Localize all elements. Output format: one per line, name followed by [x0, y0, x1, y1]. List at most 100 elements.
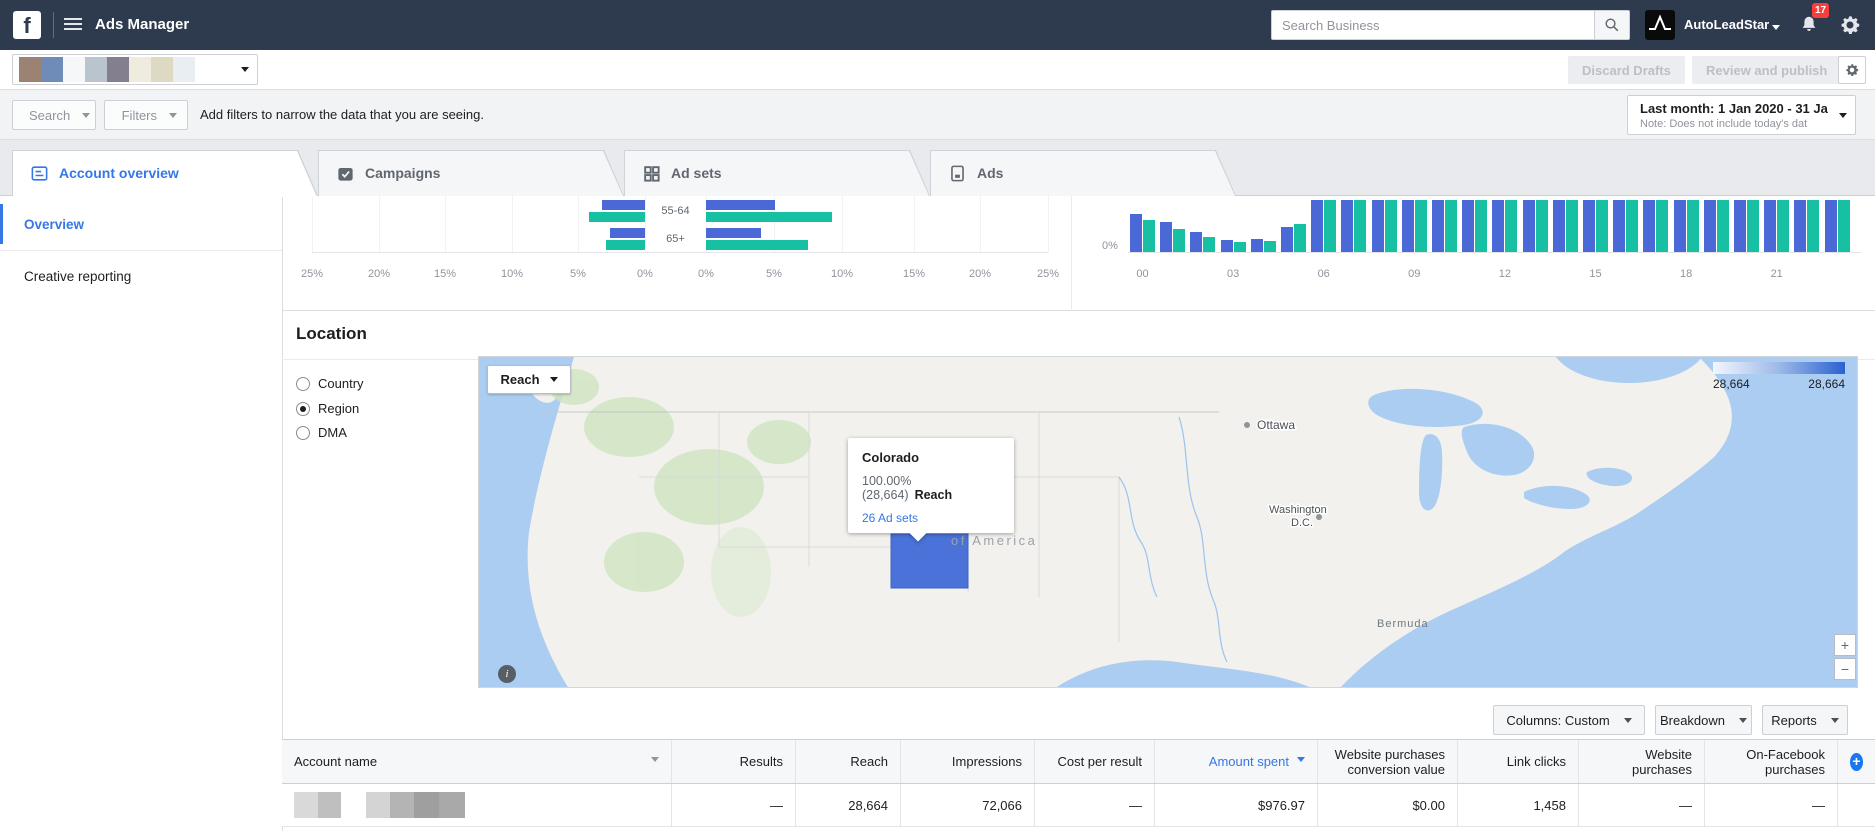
account-overview-icon — [31, 165, 48, 181]
map-region-colorado[interactable] — [890, 533, 969, 589]
chart-gridline — [578, 196, 579, 252]
tab-bar: Account overview Campaigns — [0, 140, 1875, 196]
radio-dma[interactable]: DMA — [296, 425, 347, 440]
x-axis-tick-label: 20% — [968, 268, 992, 280]
column-header-amount_spent[interactable]: Amount spent — [1155, 740, 1318, 783]
location-map[interactable]: of America Ottawa Washington D.C. Bermud… — [478, 356, 1858, 688]
map-info-icon[interactable]: i — [498, 665, 516, 683]
filters-button[interactable]: Filters — [104, 100, 188, 130]
sidebar-item-creative-reporting[interactable]: Creative reporting — [24, 268, 132, 284]
facebook-logo-icon[interactable]: f — [13, 11, 41, 39]
column-header-results[interactable]: Results — [672, 740, 796, 783]
bar-left-blue — [610, 228, 645, 238]
bar-hour-teal — [1747, 199, 1759, 252]
bar-hour-teal — [1263, 240, 1276, 252]
map-zoom-out-button[interactable]: − — [1834, 658, 1856, 680]
column-header-cost_per_result[interactable]: Cost per result — [1035, 740, 1155, 783]
map-city-dot-washington — [1316, 514, 1322, 520]
cell-website_purchases: — — [1579, 784, 1705, 826]
bar-hour-teal — [1656, 199, 1669, 252]
ads-icon — [951, 165, 964, 181]
x-axis-tick-label: 21 — [1770, 268, 1783, 280]
sidebar-item-overview[interactable]: Overview — [0, 204, 282, 244]
discard-drafts-button[interactable]: Discard Drafts — [1568, 56, 1685, 84]
reports-button[interactable]: Reports — [1762, 705, 1848, 735]
hamburger-menu-icon[interactable] — [64, 18, 82, 32]
bar-hour-blue — [1462, 199, 1475, 252]
column-header-account_name[interactable]: Account name — [282, 740, 672, 783]
columns-button[interactable]: Columns: Custom — [1493, 705, 1645, 735]
cell-link_clicks: 1,458 — [1458, 784, 1579, 826]
bar-hour-teal — [1777, 199, 1790, 252]
chart-gridline — [445, 196, 446, 252]
column-header-website_purchases[interactable]: Website purchases — [1579, 740, 1705, 783]
tab-campaigns[interactable]: Campaigns — [318, 150, 624, 196]
column-header-reach[interactable]: Reach — [796, 740, 901, 783]
business-logo-icon[interactable] — [1645, 10, 1675, 40]
tooltip-region-name: Colorado — [862, 450, 920, 465]
business-name[interactable]: AutoLeadStar — [1684, 17, 1770, 32]
bar-hour-blue — [1824, 199, 1837, 252]
row-spacer-cell — [1838, 784, 1875, 826]
bar-right-teal — [706, 240, 809, 250]
bar-hour-blue — [1190, 231, 1203, 252]
ad-account-settings-gear-icon[interactable] — [1838, 56, 1866, 84]
x-axis-tick-label: 09 — [1408, 268, 1421, 280]
radio-region[interactable]: Region — [296, 401, 359, 416]
bar-right-teal — [706, 212, 833, 222]
tab-ads[interactable]: Ads — [930, 150, 1236, 196]
app-title: Ads Manager — [95, 16, 190, 33]
bar-hour-teal — [1445, 199, 1457, 252]
radio-dma-icon — [296, 425, 310, 440]
bar-hour-teal — [1173, 229, 1186, 252]
account-bar: Discard Drafts Review and publish — [0, 50, 1875, 90]
radio-country-icon — [296, 376, 310, 391]
date-range-caret-icon — [1839, 112, 1847, 122]
x-axis-tick-label: 15 — [1589, 268, 1602, 280]
bar-left-blue — [602, 200, 645, 210]
x-axis-tick-label: 03 — [1226, 268, 1240, 280]
bar-hour-blue — [1401, 199, 1414, 252]
column-header-label: Impressions — [951, 754, 1022, 769]
tooltip-ad-sets-link[interactable]: 26 Ad sets — [862, 511, 919, 525]
bar-hour-teal — [1233, 241, 1246, 252]
chart-gridline — [312, 196, 313, 252]
column-header-impressions[interactable]: Impressions — [901, 740, 1035, 783]
column-header-label: Amount spent — [1208, 754, 1289, 769]
search-submit-button[interactable] — [1594, 10, 1630, 40]
bar-right-blue — [706, 228, 761, 238]
map-metric-selector[interactable]: Reach — [487, 365, 571, 394]
column-header-label: Website purchases conversion value — [1334, 746, 1445, 777]
date-range-selector[interactable]: Last month: 1 Jan 2020 - 31 Jan Note: Do… — [1627, 95, 1856, 135]
tab-ad-sets[interactable]: Ad sets — [624, 150, 930, 196]
business-menu-caret-icon[interactable] — [1772, 25, 1780, 34]
add-column-plus-icon[interactable]: + — [1850, 752, 1863, 771]
column-header-wpcv[interactable]: Website purchases conversion value — [1318, 740, 1458, 783]
breakdown-caret-icon — [1739, 717, 1748, 727]
bar-hour-teal — [1294, 224, 1306, 252]
map-label-washington-dc: D.C. — [1291, 517, 1313, 529]
review-and-publish-button[interactable]: Review and publish — [1692, 56, 1842, 84]
bar-hour-blue — [1522, 199, 1535, 252]
business-search-input[interactable] — [1271, 10, 1594, 40]
bar-hour-blue — [1432, 199, 1444, 252]
chart-gridline — [512, 196, 513, 252]
column-header-on_facebook_purchases[interactable]: On-Facebook purchases — [1705, 740, 1838, 783]
bar-hour-teal — [1384, 199, 1397, 252]
notifications-bell-icon[interactable] — [1798, 14, 1820, 36]
bar-left-teal — [589, 212, 645, 222]
radio-country[interactable]: Country — [296, 376, 364, 391]
account-selector[interactable] — [12, 54, 258, 85]
cell-account_name — [282, 784, 672, 826]
bar-hour-blue — [1341, 199, 1354, 252]
settings-gear-icon[interactable] — [1838, 13, 1862, 37]
breakdown-button[interactable]: Breakdown — [1655, 705, 1752, 735]
search-filter-button[interactable]: Search — [12, 100, 96, 130]
tab-account-overview[interactable]: Account overview — [12, 150, 318, 196]
map-zoom-in-button[interactable]: + — [1834, 634, 1856, 656]
bar-hour-blue — [1250, 239, 1263, 252]
map-legend: 28,664 28,664 — [1713, 362, 1845, 391]
map-label-ottawa: Ottawa — [1257, 418, 1295, 432]
account-name-redacted — [294, 792, 465, 818]
column-header-link_clicks[interactable]: Link clicks — [1458, 740, 1579, 783]
